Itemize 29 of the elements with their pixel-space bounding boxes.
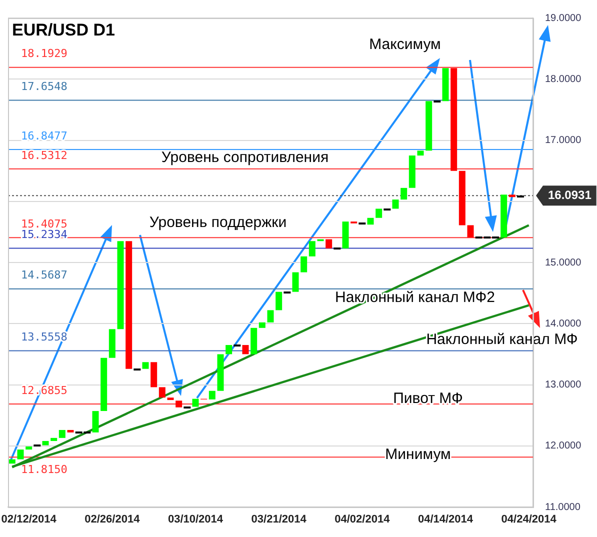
x-tick-label: 03/21/2014 bbox=[251, 514, 308, 526]
ref-line-label: 16.0931 bbox=[548, 188, 592, 202]
ref-line-label: 17.6548 bbox=[21, 80, 68, 94]
ref-line-label: 14.5687 bbox=[21, 268, 68, 282]
y-tick-label: 14.0000 bbox=[545, 318, 582, 330]
ref-line-label: 11.8150 bbox=[21, 463, 68, 476]
y-tick-label: 17.0000 bbox=[545, 135, 582, 146]
ref-line-label: 15.4075 bbox=[21, 217, 68, 230]
x-tick-label: 02/12/2014 bbox=[1, 514, 58, 526]
y-tick-label: 12.0000 bbox=[545, 440, 582, 452]
x-tick-label: 03/10/2014 bbox=[168, 514, 224, 526]
ref-line-label: 16.8477 bbox=[21, 129, 68, 142]
x-tick-label: 02/26/2014 bbox=[84, 514, 141, 526]
annotation: Уровень поддержки bbox=[149, 214, 287, 232]
annotation: Уровень сопротивления bbox=[161, 149, 329, 166]
ref-line-label: 18.1929 bbox=[21, 47, 68, 60]
annotation: Максимум bbox=[369, 36, 441, 54]
y-tick-label: 15.0000 bbox=[545, 257, 582, 268]
ref-line-label: 16.5312 bbox=[21, 148, 68, 162]
y-tick-label: 18.0000 bbox=[545, 74, 582, 85]
x-tick-label: 04/14/2014 bbox=[418, 514, 474, 526]
y-tick-label: 13.0000 bbox=[545, 380, 582, 390]
x-tick-label: 04/24/2014 bbox=[501, 514, 558, 526]
annotation: Пивот МФ bbox=[393, 390, 463, 408]
annotation: Наклонный канал МФ bbox=[426, 331, 578, 348]
chart-title: EUR/USD D1 bbox=[12, 20, 115, 40]
y-tick-label: 19.0000 bbox=[545, 12, 582, 24]
y-tick-label: 11.0000 bbox=[545, 502, 581, 513]
x-tick-label: 04/02/2014 bbox=[334, 514, 391, 526]
